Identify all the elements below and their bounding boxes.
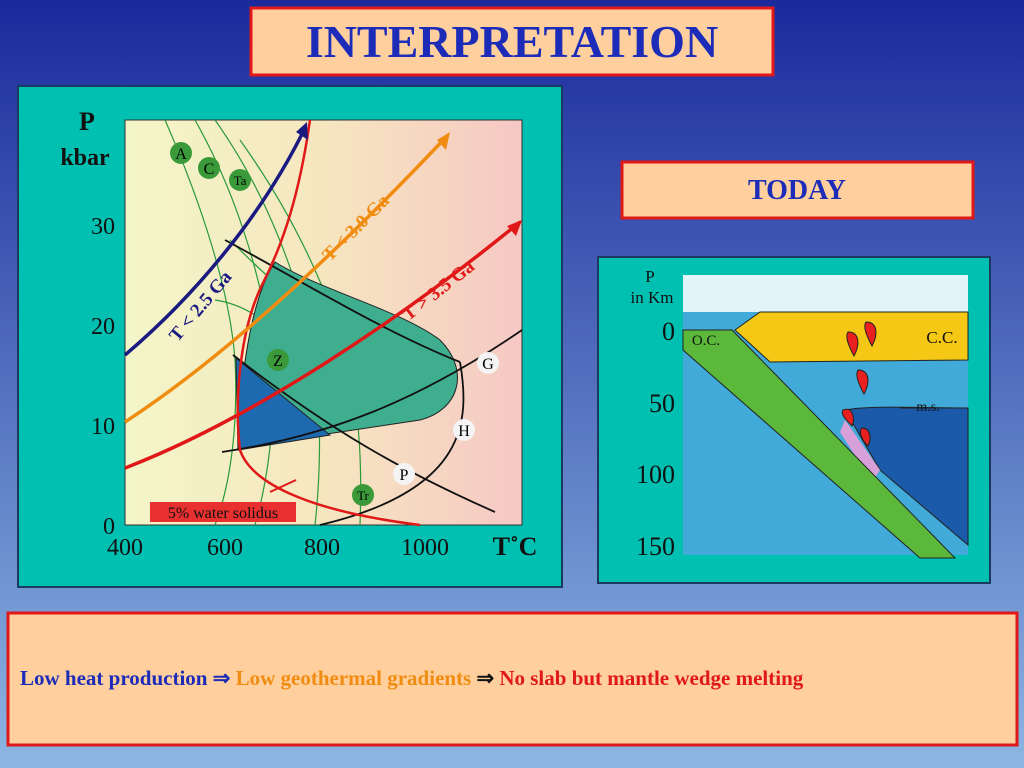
melt-field bbox=[237, 261, 458, 449]
depth-tick-label: 0 bbox=[662, 317, 675, 346]
phase-circle bbox=[170, 142, 192, 164]
reaction-line bbox=[232, 354, 496, 513]
melt-drop bbox=[859, 427, 871, 447]
x-ticks: 400 600 800 1000 bbox=[107, 535, 449, 561]
phase-label: C bbox=[204, 161, 215, 178]
geotherm-line bbox=[124, 220, 522, 470]
summary: Low heat production ⇒ Low geothermal gra… bbox=[20, 666, 804, 690]
arrowhead bbox=[437, 132, 450, 150]
y-tick-label: 10 bbox=[91, 414, 115, 440]
y-tick-label: 30 bbox=[91, 214, 115, 240]
phase-label: P bbox=[400, 467, 409, 484]
phase-circle bbox=[453, 419, 475, 441]
reaction-line bbox=[319, 361, 465, 526]
solidus-label: 5% water solidus bbox=[168, 505, 278, 522]
depth-axis-label: P bbox=[645, 267, 654, 286]
y-tick-label: 20 bbox=[91, 314, 115, 340]
melt-drops bbox=[841, 321, 877, 447]
summary-part: Low heat production bbox=[20, 666, 208, 690]
summary-part: Low geothermal gradients bbox=[236, 666, 472, 690]
phase-label: Tr bbox=[357, 488, 369, 503]
y-axis-label: P bbox=[79, 107, 95, 136]
solidus-pointer bbox=[269, 479, 297, 493]
mantle-wedge bbox=[844, 406, 969, 547]
depth-tick-label: 50 bbox=[649, 389, 675, 418]
melt-drop bbox=[841, 408, 855, 427]
x-tick-label: 1000 bbox=[401, 535, 449, 561]
phase-label: Z bbox=[273, 353, 283, 370]
depth-tick-label: 100 bbox=[636, 460, 675, 489]
y-tick-label: 0 bbox=[103, 514, 115, 540]
geotherm-line bbox=[123, 127, 307, 357]
phase-circle bbox=[393, 463, 415, 485]
depth-ticks: 0 50 100 150 bbox=[636, 317, 675, 561]
phase-circle bbox=[198, 157, 220, 179]
x-tick-label: 400 bbox=[107, 535, 143, 561]
x-tick-label: 600 bbox=[207, 535, 243, 561]
phase-label: H bbox=[458, 423, 470, 440]
phase-circle bbox=[229, 169, 251, 191]
slab bbox=[682, 329, 957, 559]
melt-drop bbox=[864, 321, 877, 348]
melt-drop bbox=[846, 331, 859, 358]
today-title: TODAY bbox=[748, 175, 846, 206]
phase-circle bbox=[477, 352, 499, 374]
phase-label: A bbox=[175, 146, 187, 163]
phase-label: G bbox=[482, 356, 494, 373]
melt-zone bbox=[840, 420, 880, 482]
oc-label: O.C. bbox=[692, 333, 720, 349]
solidus-label-box bbox=[150, 502, 296, 522]
depth-tick-label: 150 bbox=[636, 532, 675, 561]
cc-label: C.C. bbox=[926, 328, 957, 347]
sky bbox=[683, 275, 968, 312]
phase-markers: A C Ta Z Tr G H P bbox=[170, 142, 499, 506]
phase-circle bbox=[267, 349, 289, 371]
geotherm-line bbox=[124, 133, 450, 424]
summary-arrow: ⇒ bbox=[476, 666, 494, 690]
y-axis-label: kbar bbox=[60, 145, 110, 171]
y-ticks: 30 20 10 0 bbox=[91, 214, 115, 540]
melt-drop bbox=[856, 369, 869, 396]
phase-label: Ta bbox=[234, 173, 247, 188]
depth-axis-label: in Km bbox=[631, 288, 674, 307]
reaction-line bbox=[164, 119, 237, 526]
summary-arrow: ⇒ bbox=[213, 666, 231, 690]
title-box bbox=[249, 6, 775, 77]
title: INTERPRETATION bbox=[306, 16, 718, 67]
arrowhead bbox=[296, 122, 308, 140]
x-tick-label: 800 bbox=[304, 535, 340, 561]
solidus-line bbox=[236, 119, 421, 527]
summary-box bbox=[6, 611, 1019, 747]
summary-part: No slab but mantle wedge melting bbox=[499, 666, 803, 690]
x-axis-label: T˚C bbox=[493, 532, 538, 561]
reaction-line bbox=[224, 239, 461, 363]
today-box bbox=[620, 160, 975, 220]
arrowhead bbox=[507, 220, 522, 236]
phase-circle bbox=[352, 484, 374, 506]
ms-label: m.s. bbox=[916, 400, 939, 415]
